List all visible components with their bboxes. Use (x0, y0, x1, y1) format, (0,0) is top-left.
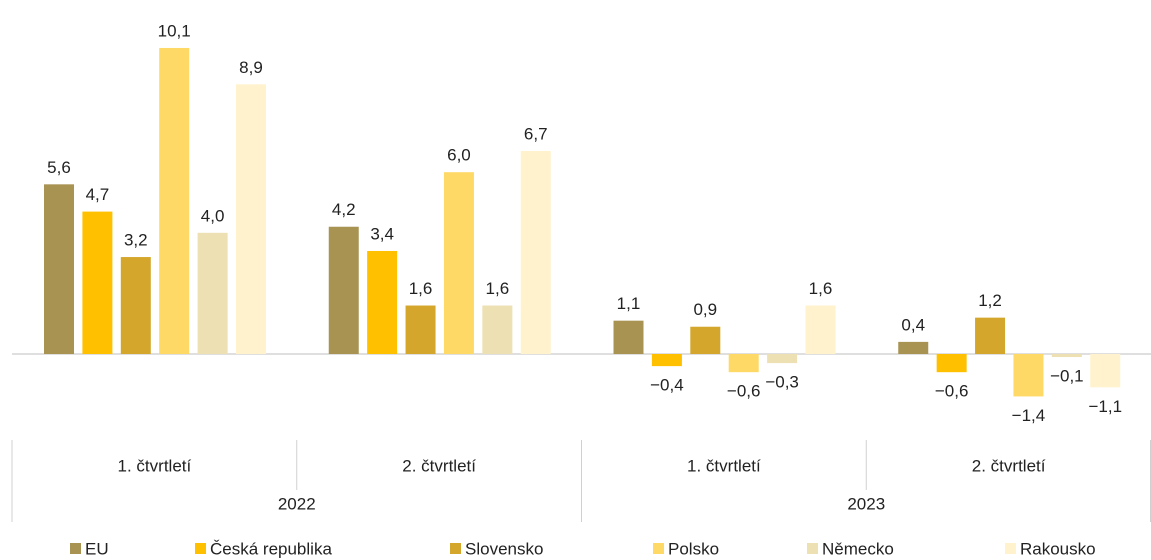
legend-swatch (653, 543, 664, 554)
data-label: 0,9 (693, 300, 717, 319)
data-label: 5,6 (47, 158, 71, 177)
legend-swatch (1005, 543, 1016, 554)
bar (82, 211, 113, 354)
data-label: 6,0 (447, 146, 471, 165)
data-label: −0,6 (727, 382, 761, 401)
bar (367, 250, 398, 354)
data-label: 0,4 (901, 315, 925, 334)
bar (898, 341, 929, 354)
data-label: 6,7 (524, 124, 548, 143)
data-label: 1,1 (617, 294, 641, 313)
bar (975, 317, 1006, 354)
legend-label: Slovensko (465, 539, 543, 558)
data-label: −0,6 (935, 382, 969, 401)
bar (936, 354, 967, 373)
data-label: 8,9 (239, 58, 263, 77)
legend-label: Německo (822, 539, 894, 558)
data-label: 4,2 (332, 200, 356, 219)
data-label: 4,0 (201, 206, 225, 225)
data-label: −1,4 (1012, 406, 1046, 425)
bar (159, 47, 190, 354)
bar (1013, 354, 1044, 397)
data-label: −1,1 (1088, 397, 1122, 416)
bar (728, 354, 759, 373)
x-tick-label: 2. čtvrtletí (972, 456, 1046, 475)
legend-label: Česká republika (210, 539, 332, 558)
data-label: −0,4 (650, 376, 684, 395)
bar (236, 84, 266, 354)
bar (1051, 354, 1082, 358)
legend-swatch (195, 543, 206, 554)
bar (197, 232, 228, 354)
bar (328, 226, 359, 354)
bar (1090, 354, 1121, 388)
bar (520, 150, 551, 354)
bar (767, 354, 798, 364)
data-label: −0,3 (765, 373, 799, 392)
legend-label: EU (85, 539, 109, 558)
bar (482, 305, 513, 354)
legend-label: Polsko (668, 539, 719, 558)
bar (613, 320, 644, 354)
group-label: 2022 (278, 494, 316, 513)
bar (120, 257, 151, 354)
data-label: 1,2 (978, 291, 1002, 310)
legend-swatch (450, 543, 461, 554)
bar (651, 354, 682, 367)
bar (443, 172, 474, 354)
bar (405, 305, 436, 354)
x-tick-label: 2. čtvrtletí (402, 456, 476, 475)
data-label: 1,6 (409, 279, 433, 298)
legend-swatch (70, 543, 81, 554)
bar (690, 326, 721, 354)
data-label: −0,1 (1050, 367, 1084, 386)
data-label: 3,2 (124, 231, 148, 250)
data-label: 1,6 (486, 279, 510, 298)
bar (805, 305, 836, 354)
data-label: 1,6 (809, 279, 833, 298)
bar (44, 184, 74, 354)
legend-swatch (807, 543, 818, 554)
x-tick-label: 1. čtvrtletí (687, 456, 761, 475)
data-label: 4,7 (86, 185, 110, 204)
group-label: 2023 (847, 494, 885, 513)
x-tick-label: 1. čtvrtletí (118, 456, 192, 475)
data-label: 3,4 (370, 224, 394, 243)
data-label: 10,1 (158, 21, 191, 40)
legend-label: Rakousko (1020, 539, 1096, 558)
